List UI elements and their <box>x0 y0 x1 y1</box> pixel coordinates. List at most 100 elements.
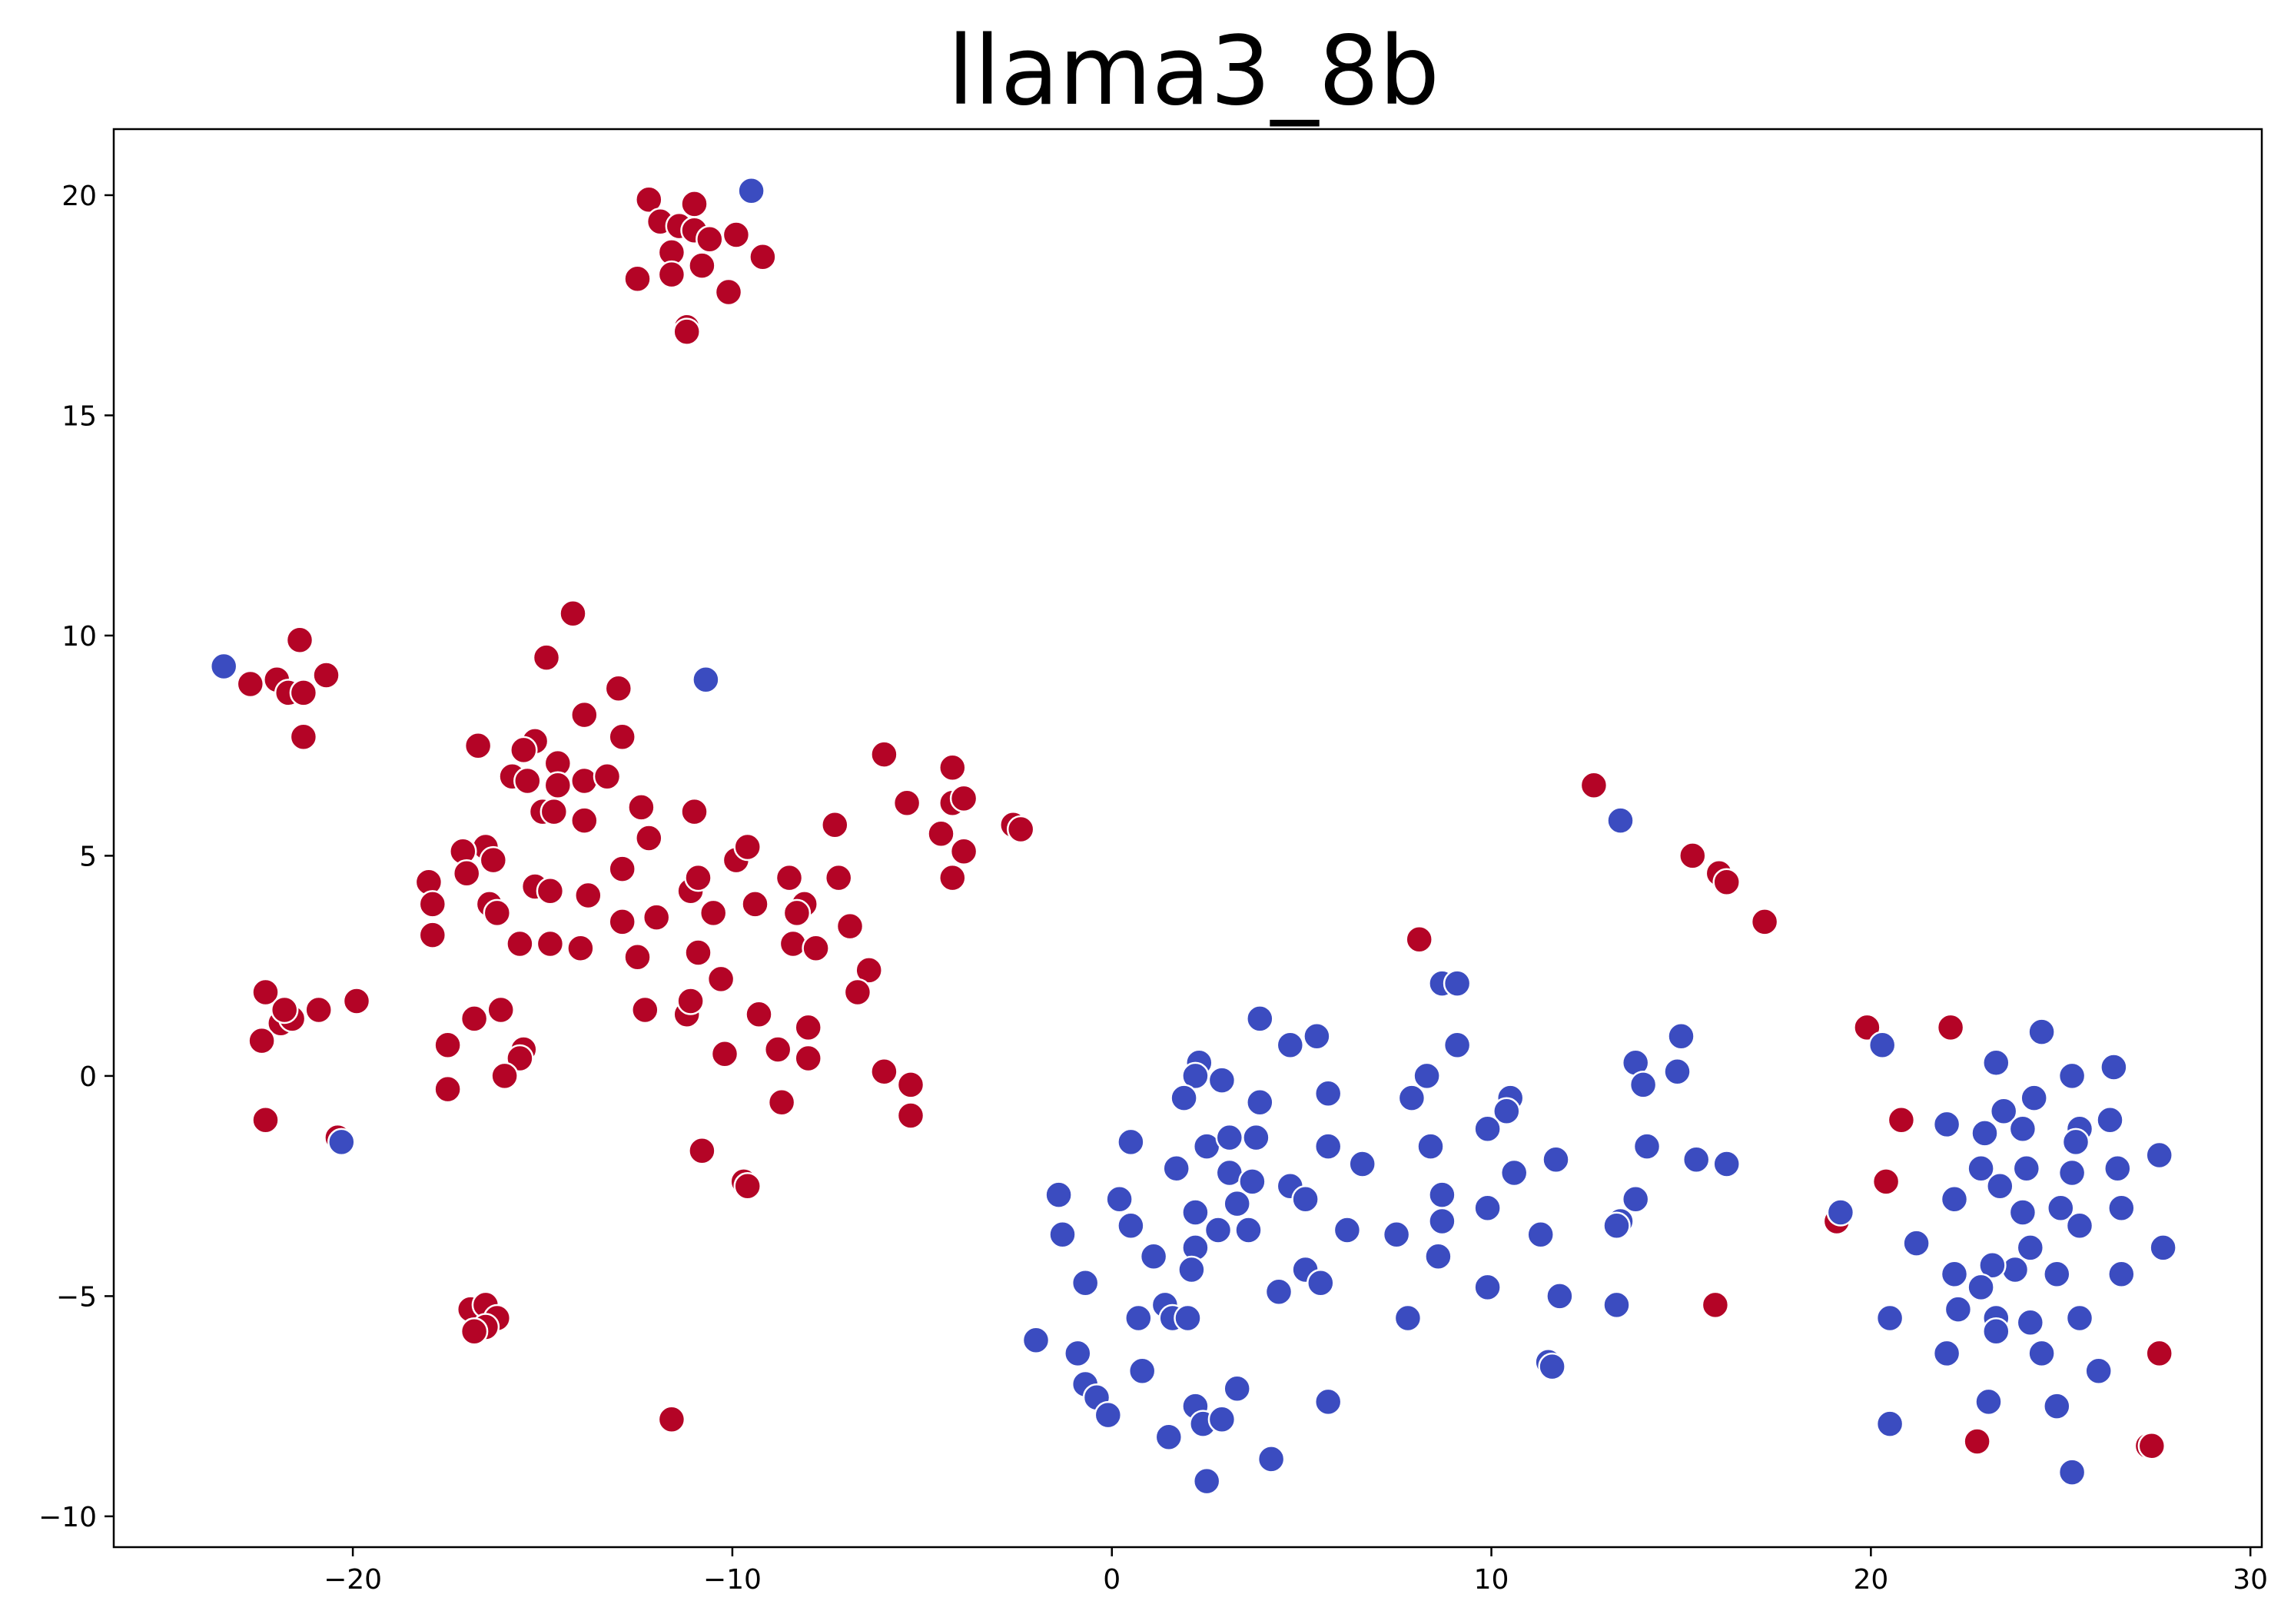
scatter-point-red <box>741 890 769 918</box>
scatter-point-blue <box>1473 1114 1502 1143</box>
x-tick-label: 20 <box>1853 1564 1888 1596</box>
scatter-point-blue <box>2145 1141 2173 1170</box>
scatter-point-red <box>949 837 978 865</box>
scatter-point-red <box>559 599 587 628</box>
scatter-point-blue <box>1264 1277 1293 1306</box>
scatter-point-red <box>1853 1013 1881 1042</box>
scatter-point-blue <box>2057 1158 2087 1187</box>
scatter-point-blue <box>1978 1251 2007 1280</box>
y-tick-label: 5 <box>79 841 97 872</box>
scatter-point-blue <box>2057 1458 2087 1486</box>
scatter-point-red <box>1701 1290 1730 1320</box>
scatter-point-red <box>775 863 804 892</box>
x-tick-label: −20 <box>324 1564 382 1596</box>
y-tick-label: −10 <box>38 1502 97 1533</box>
scatter-point-red <box>285 626 314 654</box>
scatter-point-red <box>657 260 686 289</box>
scatter-point-red <box>1887 1105 1916 1134</box>
scatter-point-blue <box>2065 1304 2094 1333</box>
scatter-point-red <box>688 251 716 280</box>
scatter-point-red <box>710 1040 739 1068</box>
scatter-point-blue <box>1124 1304 1153 1333</box>
scatter-point-red <box>794 1044 822 1073</box>
scatter-point-red <box>763 1035 792 1064</box>
scatter-point-red <box>680 797 709 826</box>
scatter-point-red <box>418 890 447 918</box>
scatter-point-red <box>574 881 603 910</box>
scatter-point-red <box>593 762 622 791</box>
scatter-point-red <box>506 929 534 958</box>
scatter-point-red <box>688 1137 716 1165</box>
scatter-point-blue <box>1986 1171 2014 1201</box>
scatter-point-red <box>490 1061 519 1091</box>
scatter-point-blue <box>1174 1304 1202 1333</box>
scatter-point-red <box>870 1057 898 1086</box>
scatter-point-red <box>251 978 280 1007</box>
scatter-point-blue <box>1177 1255 1206 1284</box>
scatter-point-red <box>699 898 728 928</box>
scatter-point-blue <box>1223 1374 1251 1403</box>
scatter-point-blue <box>1902 1229 1931 1257</box>
scatter-point-blue <box>1204 1216 1233 1244</box>
scatter-point-blue <box>1868 1031 1897 1060</box>
scatter-point-blue <box>1044 1181 1073 1209</box>
scatter-point-blue <box>1967 1273 1995 1302</box>
scatter-point-blue <box>2043 1392 2071 1420</box>
scatter-point-blue <box>1428 1207 1456 1236</box>
scatter-point-red <box>623 264 652 294</box>
scatter-point-red <box>289 722 318 751</box>
y-tick-label: 0 <box>79 1061 97 1093</box>
scatter-point-blue <box>1071 1268 1100 1297</box>
scatter-point-blue <box>1048 1220 1077 1249</box>
scatter-point-blue <box>1982 1048 2010 1077</box>
plot-area-frame <box>112 128 2263 1549</box>
scatter-point-red <box>1750 908 1779 936</box>
scatter-point-red <box>642 903 671 932</box>
scatter-point-blue <box>1967 1154 1995 1183</box>
scatter-point-blue <box>1291 1185 1320 1214</box>
scatter-point-red <box>657 1405 686 1434</box>
scatter-point-red <box>927 819 955 849</box>
scatter-point-blue <box>1234 1216 1263 1244</box>
scatter-point-blue <box>1307 1268 1335 1297</box>
x-tick-label: 0 <box>1103 1564 1121 1596</box>
scatter-point-red <box>1963 1427 1991 1456</box>
scatter-point-red <box>835 912 865 941</box>
scatter-point-red <box>733 832 762 862</box>
scatter-point-blue <box>1303 1022 1331 1051</box>
scatter-point-blue <box>1621 1185 1650 1214</box>
scatter-point-blue <box>209 652 238 681</box>
scatter-point-blue <box>1982 1317 2010 1346</box>
scatter-point-red <box>570 806 599 835</box>
scatter-point-red <box>680 190 709 218</box>
scatter-point-red <box>570 766 599 795</box>
scatter-point-blue <box>1117 1211 1145 1240</box>
scatter-point-red <box>794 1013 822 1042</box>
scatter-point-red <box>463 731 493 760</box>
scatter-point-red <box>289 679 318 707</box>
scatter-point-red <box>1936 1013 1965 1042</box>
scatter-point-blue <box>1181 1198 1210 1227</box>
chart-title: llama3_8b <box>948 16 1439 127</box>
scatter-point-blue <box>2000 1255 2030 1284</box>
scatter-point-blue <box>1313 1387 1343 1416</box>
scatter-point-red <box>2145 1339 2173 1368</box>
scatter-point-blue <box>1473 1273 1502 1302</box>
scatter-point-blue <box>1246 1088 1274 1117</box>
scatter-point-blue <box>2008 1198 2037 1227</box>
scatter-point-blue <box>2012 1154 2041 1183</box>
scatter-point-red <box>536 929 565 958</box>
scatter-point-blue <box>1602 1290 1631 1320</box>
x-tick-label: 30 <box>2233 1564 2268 1596</box>
scatter-point-blue <box>1397 1084 1426 1112</box>
scatter-point-blue <box>1989 1097 2018 1125</box>
scatter-point-red <box>513 766 542 795</box>
scatter-point-red <box>1712 868 1741 897</box>
scatter-point-blue <box>1313 1079 1343 1108</box>
scatter-point-blue <box>1492 1097 1521 1125</box>
scatter-point-blue <box>1526 1220 1555 1249</box>
scatter-point-red <box>896 1071 925 1099</box>
scatter-point-blue <box>2103 1154 2132 1183</box>
scatter-point-red <box>782 898 812 928</box>
